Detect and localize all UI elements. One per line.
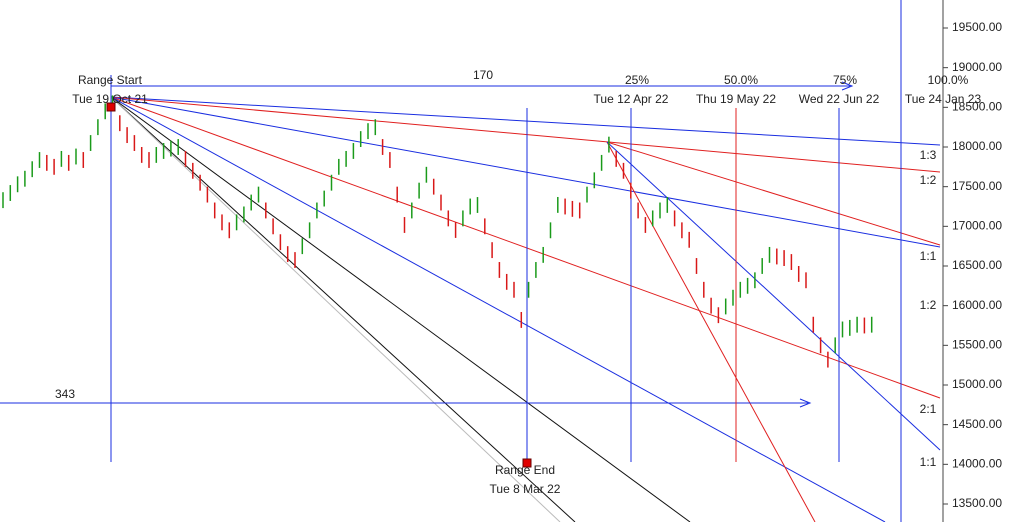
annotation: 100.0%	[928, 73, 969, 87]
y-tick-label: 14000.00	[952, 456, 1002, 470]
fan-line	[606, 141, 941, 246]
fan-line	[110, 96, 691, 522]
fan-label: 1:2	[920, 173, 937, 187]
arrow	[799, 398, 812, 408]
fan-line	[110, 96, 941, 248]
fan-line	[110, 96, 941, 146]
y-tick-label: 18000.00	[952, 139, 1002, 153]
y-tick-label: 13500.00	[952, 496, 1002, 510]
fan-line	[110, 96, 941, 173]
fan-label: 1:2	[920, 298, 937, 312]
annotation: Thu 19 May 22	[696, 92, 776, 106]
annotation: 25%	[625, 73, 649, 87]
y-tick-label: 16500.00	[952, 258, 1002, 272]
fan-line	[606, 141, 816, 522]
fan-line	[110, 96, 576, 522]
arrow	[841, 81, 854, 91]
range-marker	[522, 458, 532, 468]
y-tick-label: 14500.00	[952, 417, 1002, 431]
annotation: Tue 8 Mar 22	[490, 482, 561, 496]
y-tick-label: 16000.00	[952, 298, 1002, 312]
range-marker	[106, 102, 116, 112]
fan-label: 1:1	[920, 455, 937, 469]
y-tick-label: 18500.00	[952, 100, 1002, 114]
fan-label: 1:3	[920, 148, 937, 162]
annotation: Wed 22 Jun 22	[799, 92, 880, 106]
fan-label: 2:1	[920, 402, 937, 416]
y-tick-label: 17500.00	[952, 179, 1002, 193]
fan-line	[110, 96, 886, 522]
fan-line	[606, 141, 941, 451]
annotation: 50.0%	[724, 73, 758, 87]
fan-line	[110, 96, 561, 522]
y-tick-label: 19500.00	[952, 20, 1002, 34]
annotation: Tue 24 Jan 23	[905, 92, 982, 106]
annotation: 343	[55, 387, 75, 401]
annotation: 170	[473, 68, 493, 82]
annotation: Tue 12 Apr 22	[594, 92, 669, 106]
y-tick-label: 17000.00	[952, 219, 1002, 233]
fan-label: 1:1	[920, 249, 937, 263]
y-tick-label: 19000.00	[952, 60, 1002, 74]
annotation: Range End	[495, 463, 555, 477]
fan-line	[110, 96, 941, 399]
y-tick-label: 15500.00	[952, 338, 1002, 352]
annotation: Tue 19 Oct 21	[72, 92, 148, 106]
annotation: 75%	[833, 73, 857, 87]
annotation: Range Start	[78, 73, 143, 87]
y-tick-label: 15000.00	[952, 377, 1002, 391]
